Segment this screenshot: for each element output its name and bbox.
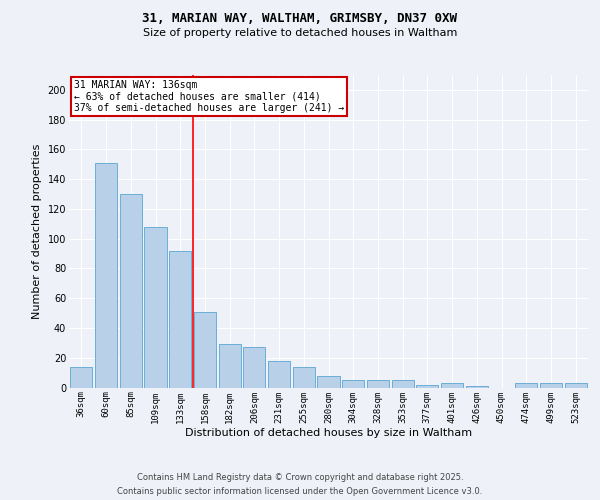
Bar bbox=[268, 360, 290, 388]
Bar bbox=[466, 386, 488, 388]
Bar bbox=[565, 383, 587, 388]
Text: Contains HM Land Registry data © Crown copyright and database right 2025.: Contains HM Land Registry data © Crown c… bbox=[137, 472, 463, 482]
Bar bbox=[145, 227, 167, 388]
Text: 31 MARIAN WAY: 136sqm
← 63% of detached houses are smaller (414)
37% of semi-det: 31 MARIAN WAY: 136sqm ← 63% of detached … bbox=[74, 80, 344, 113]
Text: 31, MARIAN WAY, WALTHAM, GRIMSBY, DN37 0XW: 31, MARIAN WAY, WALTHAM, GRIMSBY, DN37 0… bbox=[143, 12, 458, 26]
Bar bbox=[367, 380, 389, 388]
Text: Contains public sector information licensed under the Open Government Licence v3: Contains public sector information licen… bbox=[118, 488, 482, 496]
Y-axis label: Number of detached properties: Number of detached properties bbox=[32, 144, 42, 319]
Bar bbox=[243, 348, 265, 388]
Bar bbox=[293, 366, 315, 388]
Bar bbox=[317, 376, 340, 388]
Bar bbox=[194, 312, 216, 388]
Bar bbox=[515, 383, 538, 388]
Bar bbox=[441, 383, 463, 388]
Bar bbox=[119, 194, 142, 388]
Bar bbox=[392, 380, 414, 388]
Bar bbox=[540, 383, 562, 388]
Bar bbox=[218, 344, 241, 388]
Bar bbox=[70, 366, 92, 388]
X-axis label: Distribution of detached houses by size in Waltham: Distribution of detached houses by size … bbox=[185, 428, 472, 438]
Bar bbox=[342, 380, 364, 388]
Bar bbox=[416, 384, 439, 388]
Bar bbox=[169, 250, 191, 388]
Bar bbox=[95, 163, 117, 388]
Text: Size of property relative to detached houses in Waltham: Size of property relative to detached ho… bbox=[143, 28, 457, 38]
